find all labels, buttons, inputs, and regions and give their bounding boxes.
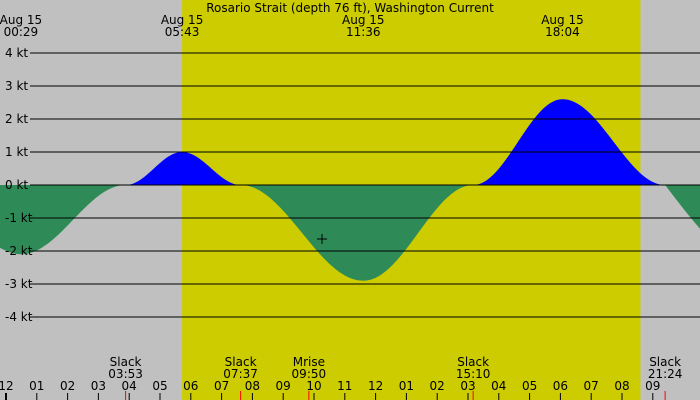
x-tick-label: 04	[122, 379, 137, 393]
y-tick-label: 2 kt	[5, 112, 28, 126]
x-tick-label: 04	[491, 379, 506, 393]
event-time-label: 11:36	[346, 25, 381, 39]
x-tick-label: 09	[645, 379, 660, 393]
ebb-area-4	[664, 185, 700, 229]
y-tick-label: -4 kt	[5, 310, 33, 324]
x-tick-label: 07	[214, 379, 229, 393]
y-tick-label: -1 kt	[5, 211, 33, 225]
y-tick-label: -3 kt	[5, 277, 33, 291]
x-tick-label: 05	[152, 379, 167, 393]
moon-event-time-label: 09:50	[292, 367, 327, 381]
flood-area-3	[473, 99, 665, 185]
x-tick-label: 05	[522, 379, 537, 393]
x-tick-label: 07	[584, 379, 599, 393]
x-tick-label: 01	[29, 379, 44, 393]
ebb-area-0	[0, 185, 126, 255]
event-date-label: Aug 15	[342, 13, 385, 27]
event-time-label: 00:29	[4, 25, 39, 39]
x-tick-label: 08	[614, 379, 629, 393]
x-tick-label: 12	[0, 379, 14, 393]
slack-time-label: 15:10	[456, 367, 491, 381]
chart-title: Rosario Strait (depth 76 ft), Washington…	[206, 1, 494, 15]
x-tick-label: 03	[91, 379, 106, 393]
slack-label: Slack	[649, 355, 681, 369]
y-tick-label: 4 kt	[5, 46, 28, 60]
x-tick-label: 08	[245, 379, 260, 393]
x-tick-label: 12	[368, 379, 383, 393]
x-tick-label: 09	[276, 379, 291, 393]
x-tick-label: 02	[430, 379, 445, 393]
y-tick-label: 3 kt	[5, 79, 28, 93]
ebb-area-2	[240, 185, 474, 281]
y-tick-label: 1 kt	[5, 145, 28, 159]
event-date-label: Aug 15	[161, 13, 204, 27]
slack-time-label: 03:53	[108, 367, 143, 381]
y-tick-label: 0 kt	[5, 178, 28, 192]
x-tick-label: 06	[183, 379, 198, 393]
event-time-label: 18:04	[545, 25, 580, 39]
y-tick-label: -2 kt	[5, 244, 33, 258]
x-tick-label: 02	[60, 379, 75, 393]
slack-label: Slack	[225, 355, 257, 369]
moon-event-label: Mrise	[293, 355, 325, 369]
x-tick-label: 10	[306, 379, 321, 393]
x-tick-label: 03	[460, 379, 475, 393]
event-date-label: Aug 15	[0, 13, 42, 27]
event-time-label: 05:43	[165, 25, 200, 39]
slack-label: Slack	[457, 355, 489, 369]
event-date-label: Aug 15	[541, 13, 584, 27]
flood-area-1	[125, 152, 241, 185]
slack-time-label: 21:24	[648, 367, 683, 381]
x-tick-label: 06	[553, 379, 568, 393]
slack-time-label: 07:37	[223, 367, 258, 381]
slack-label: Slack	[110, 355, 142, 369]
x-tick-label: 01	[399, 379, 414, 393]
x-tick-label: 11	[337, 379, 352, 393]
